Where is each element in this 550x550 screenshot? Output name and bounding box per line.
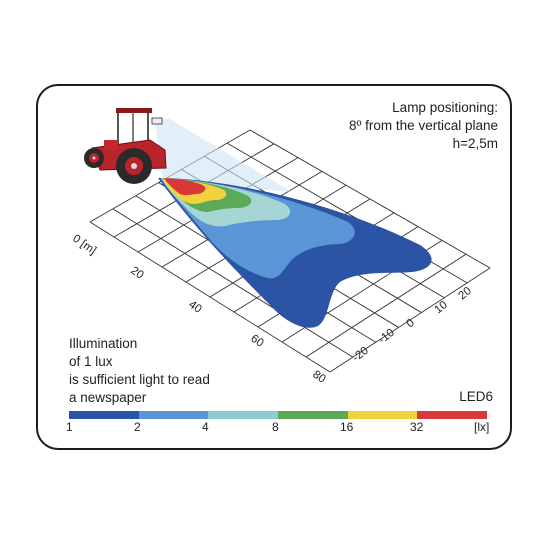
scale-label: 2 <box>134 420 141 434</box>
x-axis-tick: 0 [m] <box>70 233 98 257</box>
scale-label: 1 <box>66 420 73 434</box>
lamp-positioning-note: Lamp positioning: 8º from the vertical p… <box>349 99 498 153</box>
y-axis-tick: 0 <box>404 317 416 330</box>
lux-scale-labels: 1 2 4 8 16 32 [lx] <box>60 420 500 438</box>
zone-32-lux <box>164 178 206 196</box>
scale-label: 16 <box>340 420 354 434</box>
grid-line <box>112 208 354 358</box>
scale-segment <box>347 411 418 419</box>
note-line: Illumination <box>69 336 138 351</box>
scale-segment <box>69 411 139 419</box>
scale-segment <box>278 411 348 419</box>
x-axis-ticks: 0 [m] 20 40 60 80 <box>70 233 327 386</box>
y-axis-tick: 10 <box>432 299 449 316</box>
note-line: is sufficient light to read <box>69 372 210 387</box>
tractor-illustration <box>84 108 167 184</box>
note-line: Lamp positioning: <box>392 100 498 115</box>
scale-label: 4 <box>202 420 209 434</box>
grid-line <box>329 267 491 373</box>
x-axis-tick: 80 <box>310 369 327 386</box>
scale-segment <box>417 411 488 419</box>
y-axis-tick: -10 <box>376 327 396 347</box>
model-label: LED6 <box>459 389 493 404</box>
x-axis-tick: 20 <box>128 265 145 282</box>
x-axis-tick: 40 <box>186 299 203 316</box>
scale-label: 32 <box>410 420 424 434</box>
grid-line <box>249 129 491 269</box>
scale-segment <box>208 411 279 419</box>
lux-color-scale <box>69 411 488 419</box>
note-line: a newspaper <box>69 390 147 405</box>
note-line: 8º from the vertical plane <box>348 118 498 133</box>
scale-segment <box>138 411 209 419</box>
note-line: of 1 lux <box>69 354 113 369</box>
grid-line <box>305 253 467 358</box>
light-beam <box>155 118 292 192</box>
note-line: h=2,5m <box>452 136 498 151</box>
grid-line <box>89 221 331 373</box>
scale-label: 8 <box>272 420 279 434</box>
x-axis-tick: 60 <box>248 333 265 350</box>
illumination-note: Illumination of 1 lux is sufficient ligh… <box>69 335 210 407</box>
lux-zones <box>158 178 432 328</box>
scale-label: [lx] <box>474 420 490 434</box>
